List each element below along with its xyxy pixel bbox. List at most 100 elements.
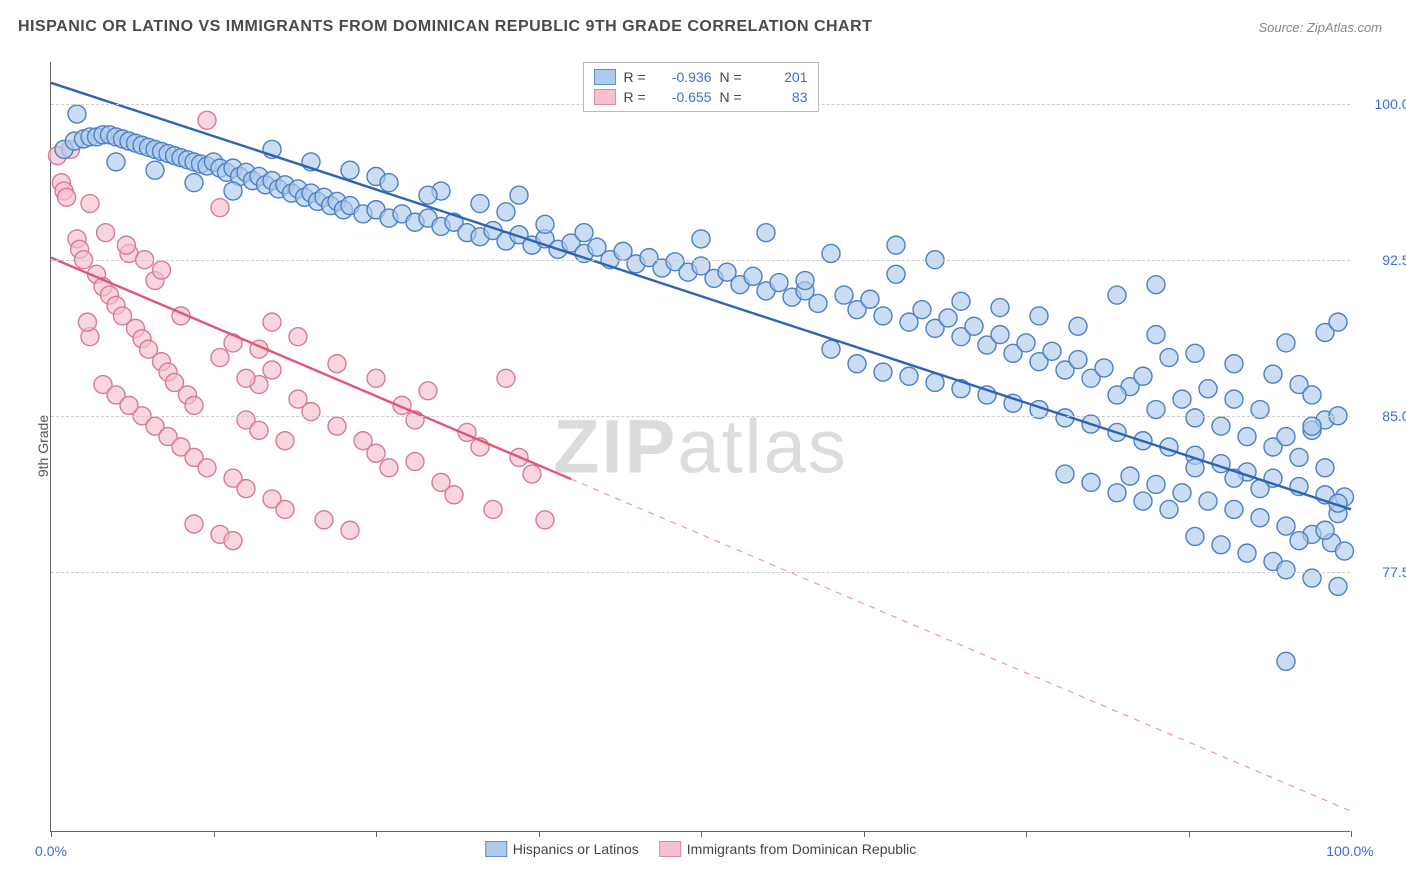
data-point (380, 174, 398, 192)
data-point (1238, 428, 1256, 446)
data-point (887, 265, 905, 283)
data-point (1225, 355, 1243, 373)
data-point (1134, 367, 1152, 385)
data-point (380, 459, 398, 477)
x-tick (1026, 831, 1027, 837)
data-point (1329, 313, 1347, 331)
r-value-hispanics: -0.936 (660, 69, 712, 85)
data-point (809, 294, 827, 312)
data-point (1173, 390, 1191, 408)
data-point (224, 182, 242, 200)
n-label: N = (720, 69, 748, 85)
gridline (51, 260, 1350, 261)
data-point (757, 224, 775, 242)
data-point (744, 267, 762, 285)
data-point (1160, 500, 1178, 518)
data-point (1329, 577, 1347, 595)
data-point (575, 224, 593, 242)
data-point (887, 236, 905, 254)
data-point (1082, 473, 1100, 491)
legend-row-immigrants: R = -0.655 N = 83 (594, 87, 808, 107)
data-point (1212, 417, 1230, 435)
chart-svg (51, 62, 1350, 831)
data-point (1303, 386, 1321, 404)
x-tick-label-max: 100.0% (1326, 843, 1373, 859)
data-point (900, 367, 918, 385)
data-point (861, 290, 879, 308)
data-point (419, 382, 437, 400)
x-tick (51, 831, 52, 837)
data-point (97, 224, 115, 242)
data-point (991, 299, 1009, 317)
y-axis-label: 9th Grade (35, 415, 51, 477)
r-value-immigrants: -0.655 (660, 89, 712, 105)
trend-line (51, 83, 1351, 510)
data-point (510, 186, 528, 204)
data-point (1108, 286, 1126, 304)
data-point (289, 328, 307, 346)
data-point (1147, 326, 1165, 344)
gridline (51, 572, 1350, 573)
data-point (536, 511, 554, 529)
data-point (1147, 475, 1165, 493)
data-point (1095, 359, 1113, 377)
data-point (1316, 459, 1334, 477)
n-value-hispanics: 201 (756, 69, 808, 85)
data-point (1173, 484, 1191, 502)
data-point (497, 369, 515, 387)
swatch-hispanics (594, 69, 616, 85)
data-point (939, 309, 957, 327)
data-point (1238, 544, 1256, 562)
data-point (1199, 380, 1217, 398)
data-point (991, 326, 1009, 344)
x-tick (1189, 831, 1190, 837)
data-point (58, 188, 76, 206)
x-tick (376, 831, 377, 837)
data-point (1290, 532, 1308, 550)
data-point (263, 313, 281, 331)
source-label: Source: ZipAtlas.com (1258, 20, 1382, 35)
data-point (1147, 276, 1165, 294)
data-point (1160, 349, 1178, 367)
data-point (185, 515, 203, 533)
data-point (1017, 334, 1035, 352)
data-point (1186, 527, 1204, 545)
trend-line (51, 258, 571, 479)
data-point (536, 215, 554, 233)
data-point (1277, 517, 1295, 535)
series-legend: Hispanics or Latinos Immigrants from Dom… (485, 841, 917, 857)
data-point (341, 521, 359, 539)
data-point (315, 511, 333, 529)
data-point (367, 444, 385, 462)
data-point (952, 292, 970, 310)
data-point (107, 153, 125, 171)
x-tick (701, 831, 702, 837)
x-tick (864, 831, 865, 837)
data-point (1043, 342, 1061, 360)
data-point (1134, 492, 1152, 510)
data-point (692, 230, 710, 248)
data-point (471, 195, 489, 213)
data-point (1225, 500, 1243, 518)
legend-item-hispanics: Hispanics or Latinos (485, 841, 639, 857)
data-point (874, 363, 892, 381)
data-point (406, 453, 424, 471)
data-point (1336, 542, 1354, 560)
data-point (211, 199, 229, 217)
legend-item-immigrants: Immigrants from Dominican Republic (659, 841, 917, 857)
x-tick (214, 831, 215, 837)
data-point (484, 500, 502, 518)
n-label: N = (720, 89, 748, 105)
data-point (1056, 465, 1074, 483)
data-point (1316, 521, 1334, 539)
gridline (51, 416, 1350, 417)
swatch-immigrants (594, 89, 616, 105)
data-point (770, 274, 788, 292)
data-point (1277, 334, 1295, 352)
data-point (1277, 652, 1295, 670)
x-tick (1351, 831, 1352, 837)
data-point (81, 195, 99, 213)
data-point (1186, 344, 1204, 362)
y-tick-label: 100.0% (1375, 96, 1406, 112)
data-point (211, 349, 229, 367)
